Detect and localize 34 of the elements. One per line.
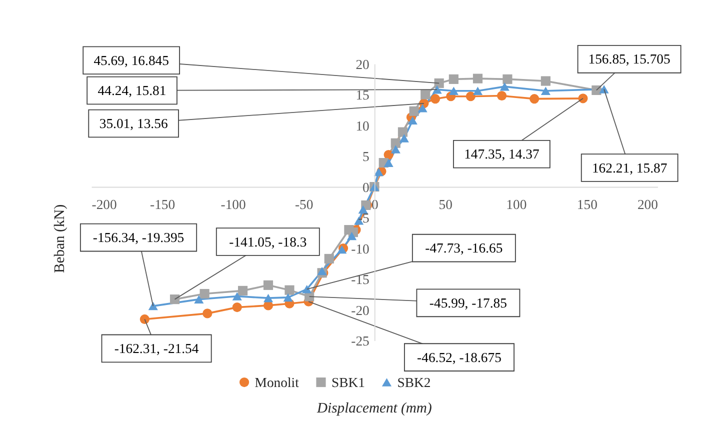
y-tick-label: -10: [351, 241, 370, 256]
y-tick-label: 5: [362, 149, 370, 164]
y-axis-title: Beban (kN): [52, 204, 68, 273]
x-axis-title: Displacement (mm): [316, 400, 432, 417]
annotation: -141.05, -18.3: [229, 234, 307, 250]
x-tick-label: -50: [294, 197, 314, 212]
annotation: 162.21, 15.87: [592, 160, 668, 176]
x-tick-label: -200: [92, 197, 118, 212]
x-tick-label: 150: [576, 197, 598, 212]
annotation: -156.34, -19.395: [92, 230, 184, 246]
annotation: 45.69, 16.845: [94, 52, 170, 68]
annotation: -47.73, -16.65: [425, 240, 503, 256]
legend-label: Monolit: [254, 374, 300, 390]
x-tick-label: -150: [150, 197, 176, 212]
annotation: 156.85, 15.705: [588, 52, 671, 67]
annotation: 147.35, 14.37: [464, 146, 540, 162]
x-tick-label: -100: [220, 197, 246, 212]
annotation: 35.01, 13.56: [99, 116, 168, 132]
x-tick-label: 50: [438, 197, 453, 212]
legend-label: SBK1: [331, 374, 366, 390]
annotation: -46.52, -18.675: [417, 350, 502, 365]
y-tick-label: -20: [351, 302, 370, 318]
y-tick-label: 15: [356, 88, 370, 103]
annotation: -45.99, -17.85: [429, 295, 508, 310]
y-tick-label: 20: [356, 56, 370, 72]
y-tick-label: 10: [356, 118, 370, 134]
x-tick-label: 100: [506, 197, 527, 212]
y-tick-label: 0: [362, 180, 370, 195]
x-tick-label: 200: [637, 197, 658, 212]
y-tick-label: -25: [351, 334, 370, 349]
annotation: -162.31, -21.54: [114, 341, 199, 356]
annotation: 44.24, 15.81: [98, 83, 166, 98]
y-tick-label: -15: [351, 272, 370, 288]
legend-label: SBK2: [397, 374, 431, 390]
